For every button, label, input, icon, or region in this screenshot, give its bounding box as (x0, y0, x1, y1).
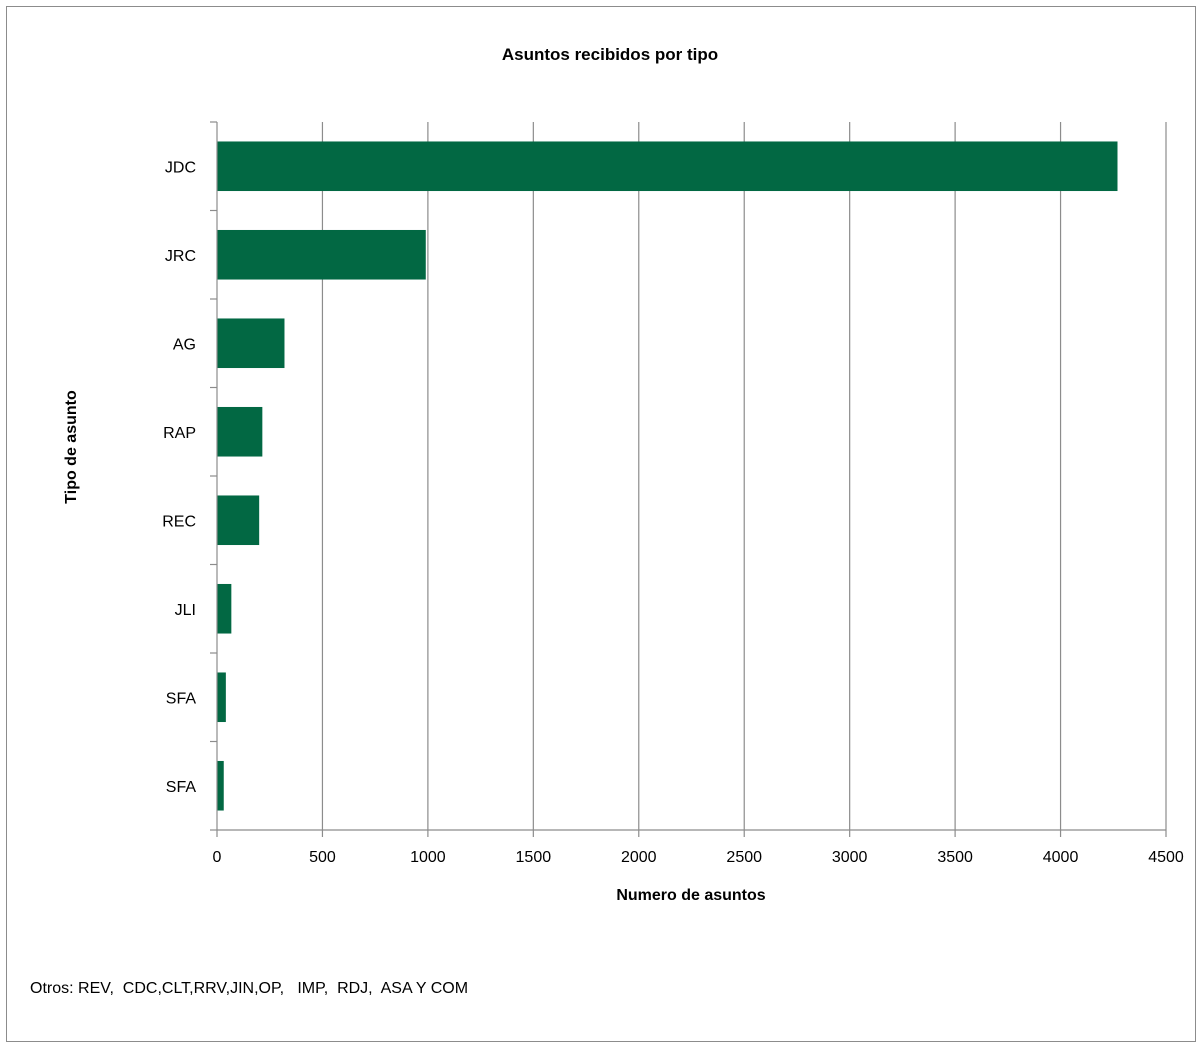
x-tick-label-2000: 2000 (621, 849, 657, 866)
tick-labels: 0 500 1000 1500 2000 2500 3000 3500 4000 4500 JDC J… (162, 159, 1184, 866)
y-axis-title: Tipo de asunto (63, 390, 80, 504)
footnote: Otros: REV, CDC,CLT,RRV,JIN,OP, IMP, RDJ… (30, 980, 469, 997)
x-tick-label-500: 500 (309, 849, 336, 866)
x-tick-label-2500: 2500 (726, 849, 762, 866)
bar-sfa-7 (217, 760, 224, 811)
x-tick-label-1500: 1500 (516, 849, 552, 866)
gridlines (321, 122, 1167, 830)
bar-rap-3 (217, 406, 263, 457)
x-tick-label-0: 0 (213, 849, 222, 866)
bar-jdc-0 (217, 141, 1118, 192)
bar-rec-4 (217, 495, 260, 546)
x-tick-label-4500: 4500 (1148, 849, 1184, 866)
y-tick-label-jrc-1: JRC (165, 248, 196, 265)
x-tick-label-3500: 3500 (937, 849, 973, 866)
bar-jli-5 (217, 583, 232, 634)
axes (210, 121, 1167, 837)
bars (217, 141, 1118, 811)
x-axis-title: Numero de asuntos (616, 887, 765, 904)
bar-ag-2 (217, 318, 285, 369)
y-tick-label-jdc-0: JDC (165, 159, 196, 176)
y-tick-label-rec-4: REC (162, 513, 196, 530)
y-tick-label-jli-5: JLI (175, 602, 196, 619)
y-tick-label-sfa-6: SFA (166, 690, 197, 707)
x-tick-label-1000: 1000 (410, 849, 446, 866)
bar-jrc-1 (217, 229, 426, 280)
chart-title: Asuntos recibidos por tipo (502, 45, 718, 64)
x-tick-label-3000: 3000 (832, 849, 868, 866)
bar-sfa-6 (217, 672, 226, 723)
y-tick-label-rap-3: RAP (163, 425, 196, 442)
x-tick-label-4000: 4000 (1043, 849, 1079, 866)
y-tick-label-sfa-7: SFA (166, 779, 197, 796)
y-tick-label-ag-2: AG (173, 336, 196, 353)
